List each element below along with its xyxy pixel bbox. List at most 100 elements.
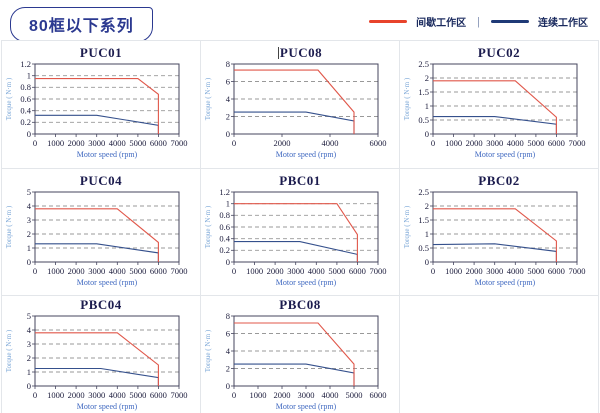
chart-canvas-pbc08: 0 2 4 6 8 0 1000 2000 3000 4000 5000 6000 Motor spee… [204, 313, 387, 411]
svg-text:4000: 4000 [507, 138, 524, 148]
svg-text:Motor speed (rpm): Motor speed (rpm) [475, 278, 536, 287]
svg-text:5000: 5000 [129, 390, 146, 400]
chart-title-pbc08: PBC08 [279, 297, 321, 312]
svg-text:2000: 2000 [274, 138, 291, 148]
svg-text:6000: 6000 [548, 138, 565, 148]
svg-text:0: 0 [33, 138, 37, 148]
svg-text:2: 2 [27, 353, 31, 363]
chart-title-puc08: PUC08 [277, 45, 323, 60]
svg-text:7000: 7000 [171, 266, 188, 276]
chart-cell-pbc04: PBC04 0 1 2 3 4 5 0 1000 2000 3000 4000 5000 6000 700… [2, 296, 201, 413]
svg-text:6000: 6000 [370, 390, 387, 400]
svg-text:2.5: 2.5 [418, 61, 429, 69]
svg-text:5: 5 [27, 189, 31, 197]
svg-text:0.2: 0.2 [20, 117, 31, 127]
svg-text:0: 0 [27, 129, 31, 139]
svg-text:Torque ( N·m ): Torque ( N·m ) [204, 329, 212, 372]
svg-text:Torque ( N·m ): Torque ( N·m ) [403, 77, 411, 120]
svg-text:2000: 2000 [68, 266, 85, 276]
svg-text:6000: 6000 [349, 266, 366, 276]
svg-text:4: 4 [27, 201, 32, 211]
svg-text:8: 8 [226, 313, 230, 321]
svg-text:0.4: 0.4 [219, 234, 230, 244]
svg-text:7000: 7000 [171, 138, 188, 148]
svg-text:8: 8 [226, 61, 230, 69]
svg-text:2000: 2000 [466, 138, 483, 148]
svg-text:0: 0 [27, 381, 31, 391]
svg-text:3: 3 [27, 339, 31, 349]
svg-text:4000: 4000 [507, 266, 524, 276]
svg-text:7000: 7000 [171, 390, 188, 400]
svg-text:6000: 6000 [150, 266, 167, 276]
svg-text:1.5: 1.5 [418, 87, 429, 97]
page-header: 80框以下系列 间歇工作区 | 连续工作区 [0, 0, 600, 42]
svg-text:0: 0 [431, 138, 435, 148]
svg-text:0: 0 [33, 266, 37, 276]
svg-text:0: 0 [226, 129, 230, 139]
svg-text:1: 1 [27, 243, 31, 253]
svg-text:Torque ( N·m ): Torque ( N·m ) [5, 205, 13, 248]
chart-canvas-puc02: 0 0.5 1 1.5 2 2.5 0 1000 2000 3000 4000 5000 6000 700… [403, 61, 586, 159]
chart-title-pbc01: PBC01 [279, 173, 321, 188]
svg-text:1: 1 [27, 367, 31, 377]
svg-text:2000: 2000 [466, 266, 483, 276]
svg-text:0.4: 0.4 [20, 106, 31, 116]
chart-canvas-pbc02: 0 0.5 1 1.5 2 2.5 0 1000 2000 3000 4000 5000 6000 700… [403, 189, 586, 287]
svg-text:7000: 7000 [569, 266, 586, 276]
svg-text:0.6: 0.6 [20, 94, 31, 104]
svg-text:6: 6 [226, 76, 230, 86]
series-badge: 80框以下系列 [10, 7, 153, 42]
chart-canvas-puc01: 0 0.20.4 0.6 0.81 1.2 0 1000 2000 3000 4000 5000 60… [5, 61, 188, 159]
legend: 间歇工作区 | 连续工作区 [369, 14, 588, 29]
svg-text:5: 5 [27, 313, 31, 321]
svg-text:0.2: 0.2 [219, 245, 230, 255]
svg-text:5000: 5000 [328, 266, 345, 276]
svg-text:1000: 1000 [47, 138, 64, 148]
svg-text:2: 2 [226, 111, 230, 121]
svg-text:4000: 4000 [308, 266, 325, 276]
intermittent-line-swatch [369, 20, 408, 23]
svg-text:6000: 6000 [548, 266, 565, 276]
svg-text:4000: 4000 [322, 138, 339, 148]
svg-text:2000: 2000 [267, 266, 284, 276]
intermittent-legend-label: 间歇工作区 [416, 18, 467, 29]
svg-text:3: 3 [27, 215, 31, 225]
chart-title-puc01: PUC01 [79, 45, 123, 60]
svg-text:1: 1 [226, 199, 230, 209]
chart-title-puc04: PUC04 [79, 173, 123, 188]
svg-text:2: 2 [425, 73, 429, 83]
svg-text:0: 0 [232, 266, 236, 276]
chart-cell-puc01: PUC01 0 0.2 0.4 0.6 0.8 1 1.2 0 1000 2000 3000 4000… [2, 41, 201, 169]
svg-text:0: 0 [232, 138, 236, 148]
svg-text:4: 4 [226, 346, 231, 356]
svg-text:3000: 3000 [88, 266, 105, 276]
svg-text:0: 0 [431, 266, 435, 276]
svg-text:4: 4 [27, 325, 32, 335]
svg-text:Motor speed (rpm): Motor speed (rpm) [276, 278, 337, 287]
svg-text:6000: 6000 [150, 138, 167, 148]
chart-title-pbc04: PBC04 [80, 297, 122, 312]
svg-text:6000: 6000 [370, 138, 387, 148]
svg-text:1: 1 [27, 71, 31, 81]
svg-text:1: 1 [425, 101, 429, 111]
svg-text:1: 1 [425, 229, 429, 239]
svg-text:0: 0 [27, 257, 31, 267]
svg-text:Motor speed (rpm): Motor speed (rpm) [77, 402, 138, 411]
svg-text:Motor speed (rpm): Motor speed (rpm) [77, 150, 138, 159]
svg-text:2000: 2000 [68, 390, 85, 400]
svg-text:1.5: 1.5 [418, 215, 429, 225]
svg-text:0: 0 [232, 390, 236, 400]
svg-text:5000: 5000 [129, 266, 146, 276]
svg-text:1000: 1000 [445, 266, 462, 276]
svg-text:Torque ( N·m ): Torque ( N·m ) [5, 77, 13, 120]
svg-text:0: 0 [425, 257, 429, 267]
chart-canvas-pbc01: 0 0.20.4 0.6 0.81 1.2 0 1000 2000 3000 4000 5000 60… [204, 189, 387, 287]
svg-text:2000: 2000 [68, 138, 85, 148]
svg-text:0: 0 [226, 381, 230, 391]
svg-text:2: 2 [226, 363, 230, 373]
svg-text:0.8: 0.8 [219, 210, 230, 220]
svg-text:3000: 3000 [287, 266, 304, 276]
